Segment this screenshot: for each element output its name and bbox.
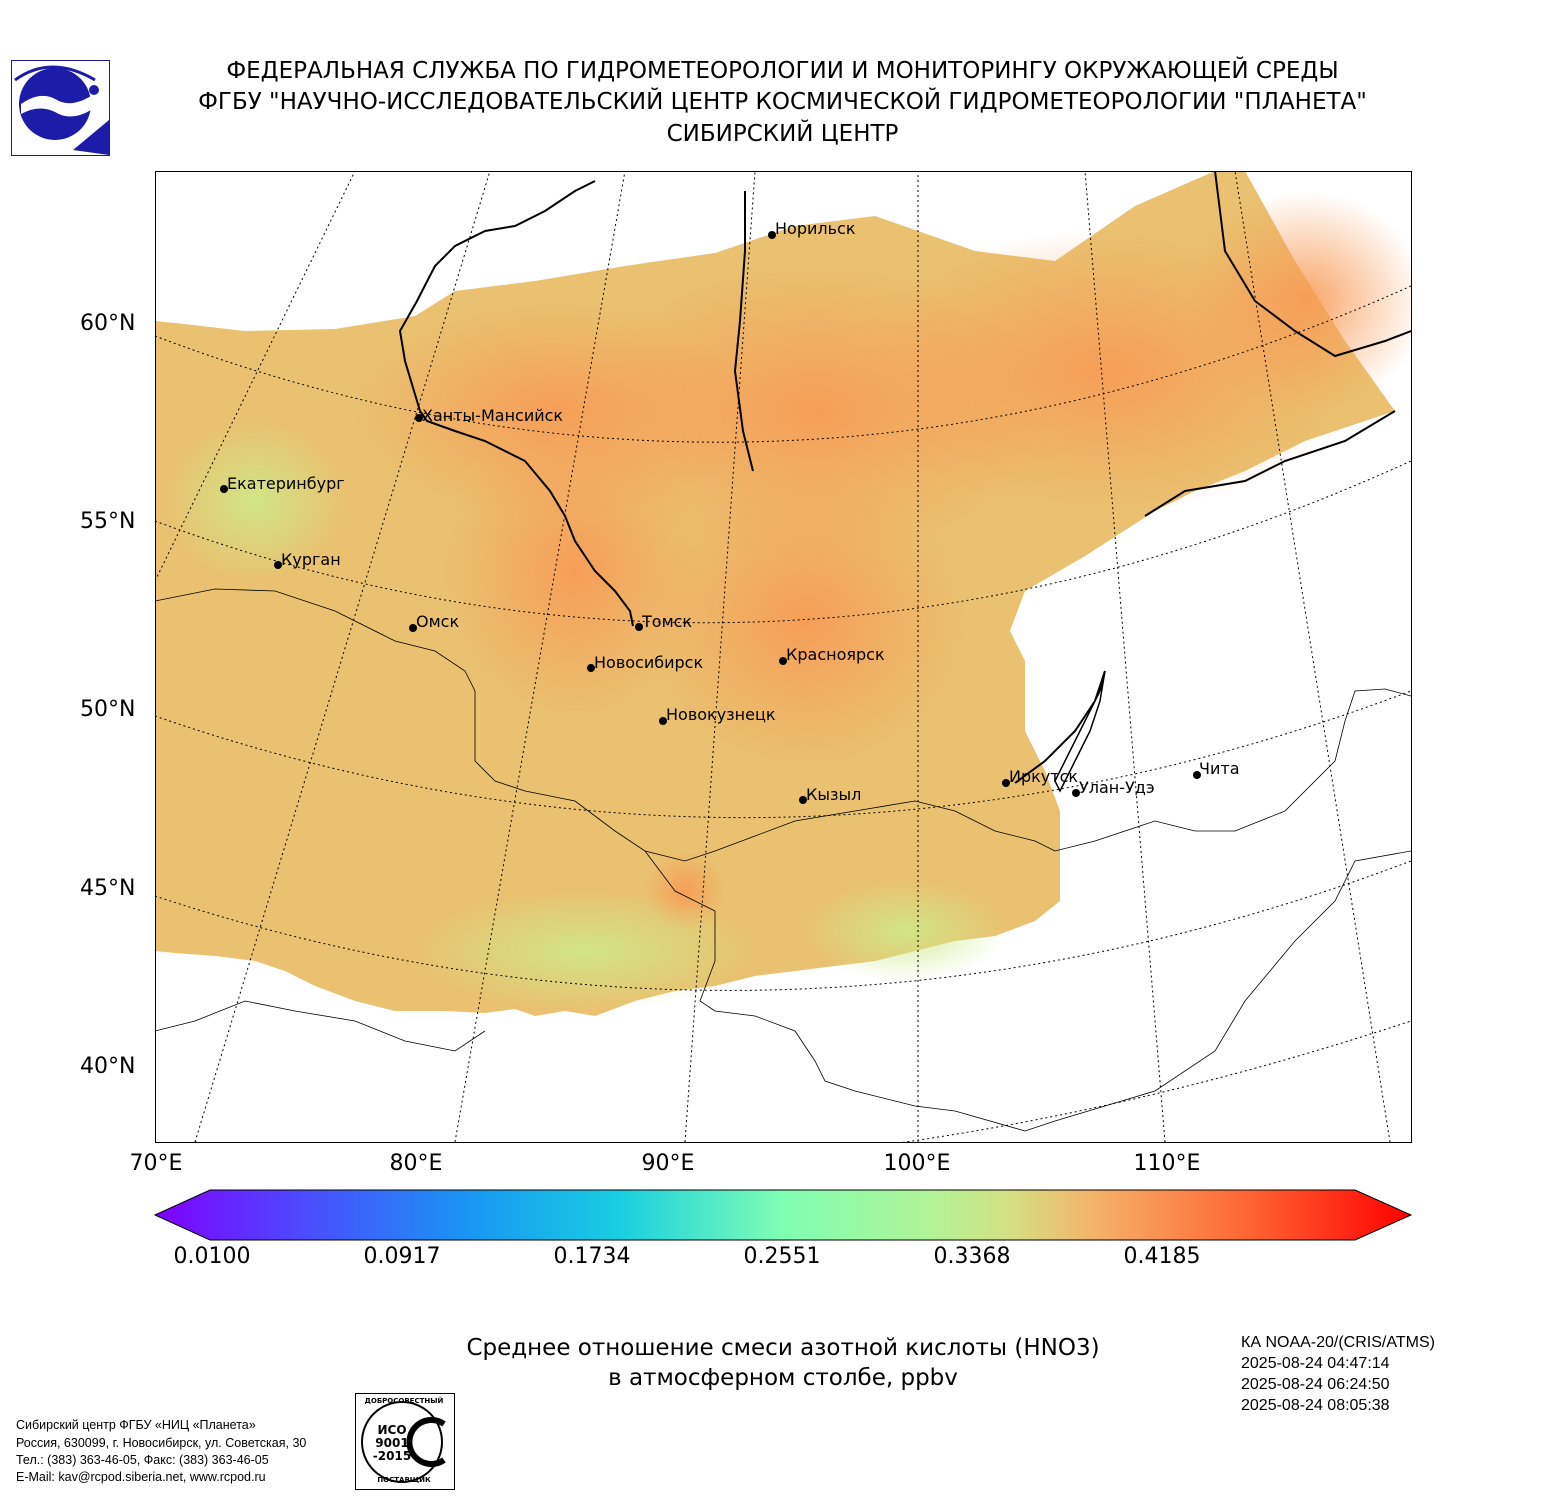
city-dot-chita (1193, 771, 1201, 779)
city-label-kurgan: Курган (281, 550, 341, 569)
header-title-line2: ФГБУ "НАУЧНО-ИССЛЕДОВАТЕЛЬСКИЙ ЦЕНТР КОС… (198, 89, 1367, 115)
colorbar (153, 1189, 1413, 1241)
iso-badge-line2: 9001 (375, 1436, 409, 1450)
city-dot-ulanude (1072, 789, 1080, 797)
lon-label-100: 100°E (883, 1151, 951, 1176)
lon-label-90: 90°E (641, 1151, 695, 1176)
map-plot: Норильск Ханты-Мансийск Екатеринбург Кур… (155, 171, 1412, 1143)
iso-badge-line1: ИСО (377, 1423, 407, 1437)
lat-label-50: 50°N (80, 697, 136, 722)
colorbar-tick-4: 0.3368 (933, 1244, 1011, 1269)
city-dot-irkutsk (1002, 779, 1010, 787)
city-label-chita: Чита (1199, 759, 1240, 778)
city-label-nsk: Новосибирск (594, 653, 703, 672)
city-dot-kyzyl (799, 796, 807, 804)
lat-label-55: 55°N (80, 509, 136, 534)
iso-badge-line3: -2015 (372, 1449, 412, 1463)
city-dot-nsk (587, 664, 595, 672)
city-dot-norilsk (768, 231, 776, 239)
iso-badge-graphic (361, 1401, 446, 1483)
colorbar-tick-5: 0.4185 (1123, 1244, 1201, 1269)
planeta-logo-icon (11, 60, 110, 156)
iso-badge-top: ДОБРОСОВЕСТНЫЙ (364, 1397, 444, 1405)
footer-line1: Сибирский центр ФГБУ «НИЦ «Планета» (16, 1418, 256, 1432)
city-dot-novokuz (659, 717, 667, 725)
city-dot-tomsk (635, 623, 643, 631)
city-label-irkutsk: Иркутск (1009, 767, 1078, 786)
city-markers: Норильск Ханты-Мансийск Екатеринбург Кур… (220, 219, 1240, 804)
city-dot-omsk (409, 624, 417, 632)
lon-label-80: 80°E (389, 1151, 443, 1176)
iso-badge: ДОБРОСОВЕСТНЫЙ ИСО 9001 -2015 ПОСТАВЩИК (355, 1393, 455, 1490)
satellite-name: КА NOAA-20/(CRIS/ATMS) (1241, 1334, 1435, 1351)
city-label-norilsk: Норильск (775, 219, 856, 238)
header-title-line1: ФЕДЕРАЛЬНАЯ СЛУЖБА ПО ГИДРОМЕТЕОРОЛОГИИ … (226, 58, 1339, 84)
city-dot-khanty (415, 414, 423, 422)
city-label-kyzyl: Кызыл (806, 785, 861, 804)
footer-line4: E-Mail: kav@rcpod.siberia.net, www.rcpod… (16, 1470, 266, 1484)
city-label-krasnoyarsk: Красноярск (786, 645, 885, 664)
footer-line3: Тел.: (383) 363-46-05, Факс: (383) 363-4… (16, 1453, 269, 1467)
footer-line2: Россия, 630099, г. Новосибирск, ул. Сове… (16, 1436, 307, 1450)
city-label-ekb: Екатеринбург (227, 474, 345, 493)
iso-badge-bottom: ПОСТАВЩИК (377, 1476, 431, 1484)
caption-line1: Среднее отношение смеси азотной кислоты … (466, 1335, 1100, 1361)
caption-line2: в атмосферном столбе, ppbv (608, 1365, 958, 1391)
city-label-omsk: Омск (416, 612, 459, 631)
lat-label-40: 40°N (80, 1054, 136, 1079)
colorbar-tick-3: 0.2551 (743, 1244, 821, 1269)
city-label-tomsk: Томск (641, 612, 692, 631)
city-dot-ekb (220, 485, 228, 493)
satellite-time-1: 2025-08-24 04:47:14 (1241, 1355, 1390, 1372)
header-title-line3: СИБИРСКИЙ ЦЕНТР (666, 121, 899, 147)
city-dot-krasnoyarsk (779, 657, 787, 665)
city-label-ulanude: Улан-Удэ (1079, 778, 1155, 797)
city-dot-kurgan (274, 561, 282, 569)
colorbar-tick-2: 0.1734 (553, 1244, 631, 1269)
lon-label-70: 70°E (129, 1151, 183, 1176)
colorbar-tick-0: 0.0100 (173, 1244, 251, 1269)
satellite-time-3: 2025-08-24 08:05:38 (1241, 1397, 1390, 1414)
iso-badge-text: ИСО 9001 -2015 (372, 1424, 412, 1463)
colorbar-tick-1: 0.0917 (363, 1244, 441, 1269)
lat-label-60: 60°N (80, 311, 136, 336)
satellite-time-2: 2025-08-24 06:24:50 (1241, 1376, 1390, 1393)
lon-label-110: 110°E (1133, 1151, 1201, 1176)
city-label-novokuz: Новокузнецк (666, 705, 776, 724)
city-label-khanty: Ханты-Мансийск (422, 406, 563, 425)
lat-label-45: 45°N (80, 876, 136, 901)
